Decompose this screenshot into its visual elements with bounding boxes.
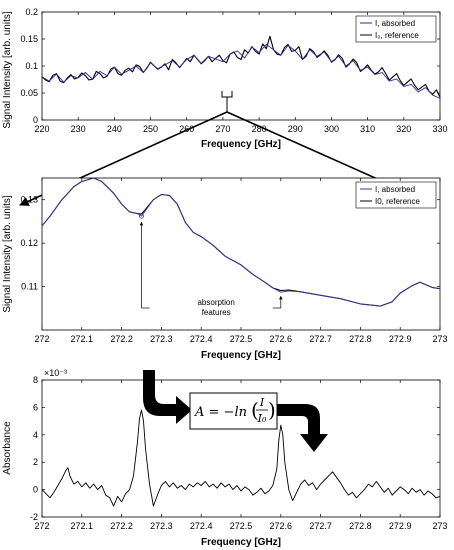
x-tick-label-zoom: 272.9 [389, 334, 412, 344]
x-tick-label-zoom: 272.1 [71, 334, 94, 344]
x-tick-label-overview: 270 [215, 124, 230, 134]
x-tick-label-absorbance: 272.7 [309, 521, 332, 531]
y-tick-label-absorbance: 6 [33, 402, 38, 412]
panel-absorbance: 272 272.1 272.2 272.3 272.4 272.5 272.6 272.7 27… [2, 368, 448, 548]
y-tick-label-absorbance: 8 [33, 375, 38, 385]
series-line-i-absorbed-zoom [41, 177, 441, 307]
ticks-overview: 220 230 240 250 260 270 280 290 300 310 320 330 0 0.0… [20, 7, 447, 134]
equation-frame [189, 392, 278, 430]
x-axis-label-overview: Frequency [GHz] [201, 139, 281, 150]
x-tick-label-zoom: 272.6 [270, 334, 293, 344]
x-axis-label-zoom: Frequency [GHz] [201, 350, 281, 361]
series-line-i-absorbed-overview [41, 43, 441, 99]
y-tick-label-overview: 0.15 [20, 34, 38, 44]
legend-box-zoom [355, 181, 437, 209]
x-tick-label-absorbance: 272.8 [349, 521, 372, 531]
y-tick-label-overview: 0 [33, 115, 38, 125]
legend-overview: I, absorbed I₀, reference [355, 15, 437, 43]
x-tick-label-absorbance: 272 [34, 521, 49, 531]
y-tick-label-overview: 0.1 [25, 61, 38, 71]
y-axis-label-overview: Signal Intensity [arb. units] [2, 11, 13, 129]
ticks-zoom: 272 272.1 272.2 272.3 272.4 272.5 272.6 272.7 27… [20, 178, 448, 344]
legend-box-overview [355, 15, 437, 43]
x-tick-label-overview: 320 [396, 124, 411, 134]
x-tick-label-zoom: 272.5 [230, 334, 253, 344]
panel-zoom: 272 272.1 272.2 272.3 272.4 272.5 272.6 272.7 27… [2, 177, 448, 361]
x-axis-label-absorbance: Frequency [GHz] [201, 537, 281, 548]
y-tick-label-absorbance: 0 [33, 485, 38, 495]
annotation-text: features [202, 308, 231, 317]
x-tick-label-overview: 310 [360, 124, 375, 134]
y-tick-label-absorbance: 4 [33, 430, 38, 440]
y-tick-label-overview: 0.05 [20, 88, 38, 98]
panel-overview: 220 230 240 250 260 270 280 290 300 310 320 330 0 0.0… [2, 7, 448, 150]
x-tick-label-overview: 260 [179, 124, 194, 134]
y-tick-label-absorbance: 2 [33, 457, 38, 467]
bent-arrow-out-icon [277, 404, 328, 452]
equation-denominator: I₀ [257, 412, 267, 425]
series-line-absorbance-absorbance [41, 409, 441, 507]
series-overview [41, 35, 441, 99]
ticks-absorbance: 272 272.1 272.2 272.3 272.4 272.5 272.6 272.7 27… [30, 375, 448, 531]
legend-zoom: I, absorbed I0, reference [355, 181, 437, 209]
y-tick-label-zoom: 0.13 [20, 195, 38, 205]
x-tick-label-absorbance: 272.5 [230, 521, 253, 531]
x-tick-label-overview: 250 [143, 124, 158, 134]
annotation-text: absorption [197, 298, 234, 307]
equation-numerator: I [259, 396, 265, 409]
x-tick-label-absorbance: 272.1 [71, 521, 94, 531]
x-tick-label-absorbance: 273 [432, 521, 447, 531]
equation-lhs: A = −ln [194, 405, 247, 420]
bent-arrow-in-icon [143, 370, 192, 424]
equation-paren-open: ( [251, 398, 259, 422]
x-tick-label-overview: 300 [324, 124, 339, 134]
x-tick-label-absorbance: 272.4 [190, 521, 213, 531]
x-tick-label-absorbance: 272.6 [270, 521, 293, 531]
legend-label-reference-zoom: I0, reference [375, 197, 420, 206]
legend-label-absorbed-zoom: I, absorbed [375, 185, 415, 194]
x-tick-label-overview: 330 [432, 124, 447, 134]
x-tick-label-overview: 280 [252, 124, 267, 134]
x-tick-label-absorbance: 272.3 [150, 521, 173, 531]
x-tick-label-absorbance: 272.2 [110, 521, 133, 531]
x-tick-label-zoom: 272.2 [110, 334, 133, 344]
x-tick-label-overview: 240 [107, 124, 122, 134]
equation-box: A = −ln ( I I₀ ) [189, 392, 278, 430]
y-tick-label-overview: 0.2 [25, 7, 38, 17]
x-tick-label-overview: 290 [288, 124, 303, 134]
x-tick-label-overview: 230 [71, 124, 86, 134]
y-axis-exponent: ×10⁻³ [44, 368, 67, 378]
x-tick-label-absorbance: 272.9 [389, 521, 412, 531]
series-zoom [41, 177, 441, 307]
x-tick-label-zoom: 272.4 [190, 334, 213, 344]
x-tick-label-zoom: 272.3 [150, 334, 173, 344]
y-axis-label-zoom: Signal Intensity [arb. units] [2, 195, 13, 313]
x-tick-label-zoom: 272 [34, 334, 49, 344]
y-tick-label-absorbance: -2 [30, 512, 38, 522]
legend-label-reference-overview: I₀, reference [375, 31, 419, 40]
x-tick-label-zoom: 273 [432, 334, 447, 344]
y-axis-label-absorbance: Absorbance [2, 421, 13, 475]
absorption-marker [139, 213, 144, 219]
equation-paren-close: ) [268, 398, 276, 422]
y-tick-label-zoom: 0.12 [20, 238, 38, 248]
x-tick-label-overview: 220 [34, 124, 49, 134]
series-absorbance [41, 409, 441, 507]
x-tick-label-zoom: 272.7 [309, 334, 332, 344]
legend-label-absorbed-overview: I, absorbed [375, 19, 415, 28]
x-tick-label-zoom: 272.8 [349, 334, 372, 344]
y-tick-label-zoom: 0.11 [21, 282, 38, 292]
